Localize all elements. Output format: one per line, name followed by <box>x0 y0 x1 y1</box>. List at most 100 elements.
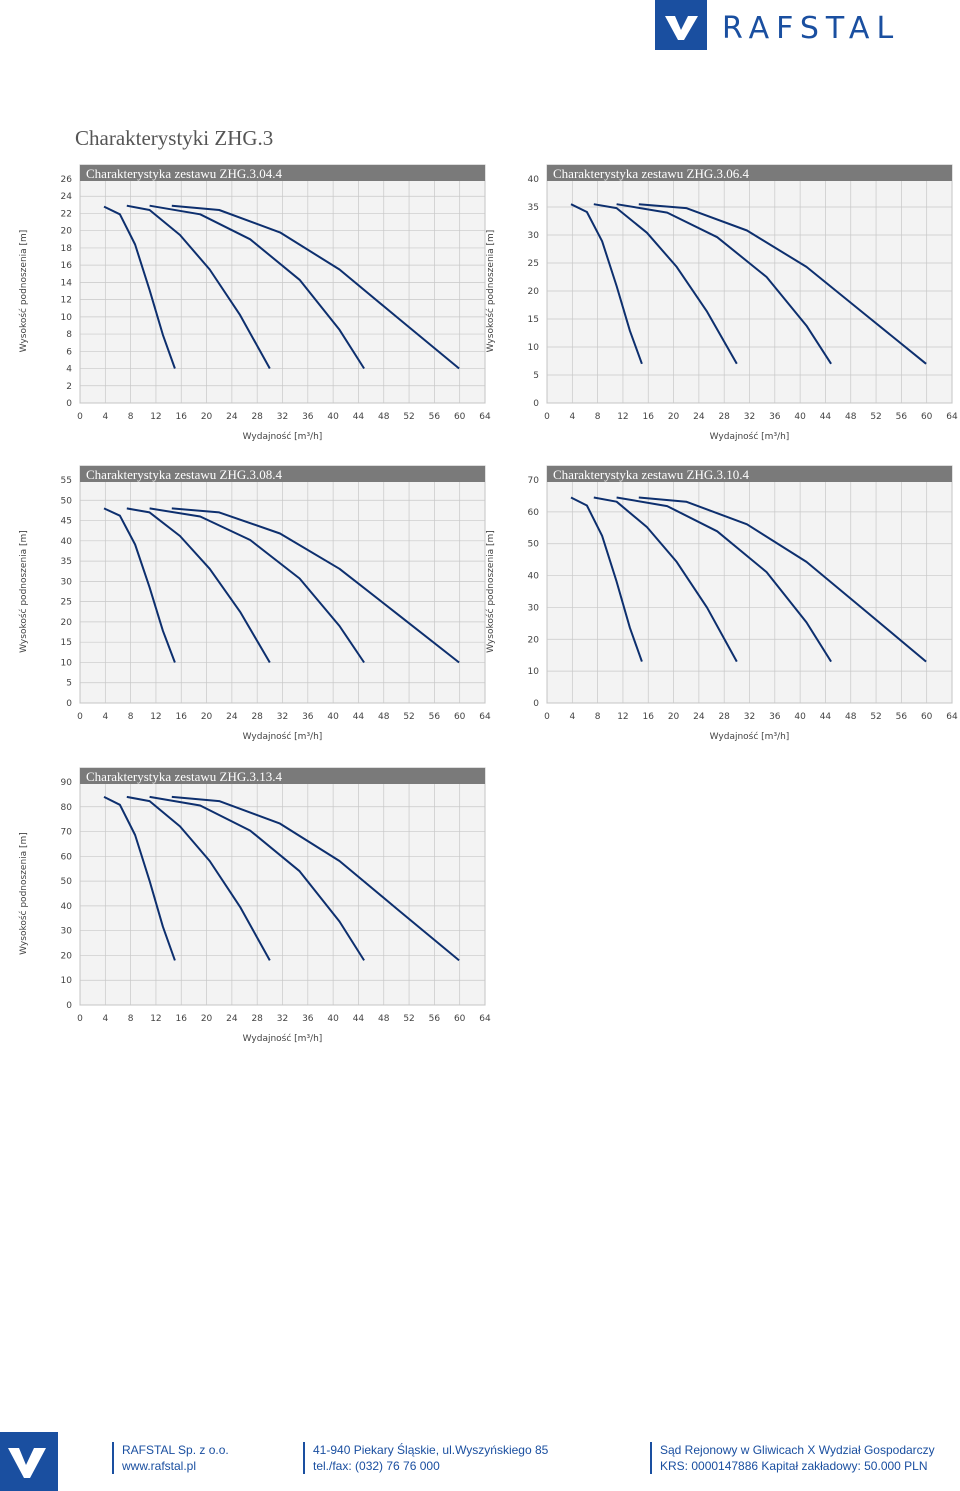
pump-curve <box>593 203 738 365</box>
x-tick-label: 64 <box>479 412 491 422</box>
x-tick-label: 4 <box>102 1014 108 1024</box>
pump-curve <box>149 507 365 664</box>
chart-title: Charakterystyka zestawu ZHG.3.06.4 <box>553 166 750 181</box>
x-tick-label: 4 <box>569 712 575 722</box>
x-tick-label: 0 <box>544 712 550 722</box>
x-tick-label: 16 <box>643 412 655 422</box>
x-tick-label: 28 <box>251 1014 263 1024</box>
x-tick-label: 36 <box>302 412 314 422</box>
y-tick-label: 25 <box>61 598 72 608</box>
x-tick-label: 8 <box>128 712 134 722</box>
x-tick-label: 16 <box>176 712 188 722</box>
x-tick-label: 0 <box>544 412 550 422</box>
y-tick-label: 80 <box>61 803 73 813</box>
x-tick-label: 60 <box>454 412 466 422</box>
y-tick-label: 50 <box>61 496 73 506</box>
y-tick-label: 5 <box>533 371 539 381</box>
footer-line: RAFSTAL Sp. z o.o. <box>122 1443 229 1457</box>
y-tick-label: 26 <box>61 175 73 185</box>
x-tick-label: 4 <box>102 712 108 722</box>
x-tick-label: 24 <box>693 712 705 722</box>
pump-curve <box>171 507 460 664</box>
footer-line: Sąd Rejonowy w Gliwicach X Wydział Gospo… <box>660 1443 935 1457</box>
x-tick-label: 56 <box>429 712 441 722</box>
x-tick-label: 32 <box>744 712 755 722</box>
y-tick-label: 15 <box>61 638 72 648</box>
x-tick-label: 20 <box>668 712 680 722</box>
x-tick-label: 56 <box>429 1014 441 1024</box>
y-tick-label: 18 <box>61 244 73 254</box>
footer-line: 41-940 Piekary Śląskie, ul.Wyszyńskiego … <box>313 1443 549 1457</box>
y-tick-label: 10 <box>528 667 540 677</box>
pump-curve <box>616 203 832 365</box>
x-tick-label: 28 <box>718 412 730 422</box>
pump-curve <box>103 205 176 369</box>
title-bar <box>80 466 485 482</box>
y-tick-label: 60 <box>528 508 540 518</box>
x-tick-label: 12 <box>150 712 161 722</box>
y-tick-label: 50 <box>528 540 540 550</box>
x-tick-label: 20 <box>201 1014 213 1024</box>
x-tick-label: 4 <box>102 412 108 422</box>
x-tick-label: 36 <box>302 712 314 722</box>
x-tick-label: 48 <box>378 712 390 722</box>
y-tick-label: 14 <box>61 278 73 288</box>
y-tick-label: 30 <box>61 927 73 937</box>
y-tick-label: 70 <box>528 476 540 486</box>
chart-title: Charakterystyka zestawu ZHG.3.10.4 <box>553 467 750 482</box>
pump-curve <box>126 204 271 369</box>
y-tick-label: 0 <box>66 1001 72 1011</box>
x-tick-label: 8 <box>595 712 601 722</box>
y-tick-label: 15 <box>528 315 539 325</box>
pump-curve <box>638 203 927 365</box>
y-axis-label: Wysokość podnoszenia [m] <box>485 230 496 353</box>
y-tick-label: 10 <box>528 343 540 353</box>
x-tick-label: 56 <box>896 412 908 422</box>
x-axis-label: Wydajność [m³/h] <box>710 731 790 742</box>
x-tick-label: 24 <box>226 712 238 722</box>
y-tick-label: 35 <box>528 203 539 213</box>
x-tick-label: 48 <box>378 1014 390 1024</box>
y-tick-label: 40 <box>61 902 73 912</box>
pump-curve <box>149 204 365 370</box>
y-tick-label: 10 <box>61 313 73 323</box>
x-axis-label: Wydajność [m³/h] <box>710 431 790 442</box>
footer-line: KRS: 0000147886 Kapitał zakładowy: 50.00… <box>660 1459 928 1473</box>
pump-curve <box>103 796 176 961</box>
x-tick-label: 24 <box>693 412 705 422</box>
y-tick-label: 20 <box>528 635 540 645</box>
title-bar <box>547 466 952 482</box>
x-tick-label: 28 <box>718 712 730 722</box>
x-tick-label: 48 <box>845 712 857 722</box>
x-tick-label: 40 <box>327 712 339 722</box>
y-tick-label: 0 <box>66 399 72 409</box>
x-tick-label: 4 <box>569 412 575 422</box>
x-tick-label: 52 <box>870 712 881 722</box>
x-tick-label: 64 <box>946 412 958 422</box>
y-tick-label: 0 <box>533 399 539 409</box>
x-tick-label: 28 <box>251 712 263 722</box>
y-tick-label: 20 <box>61 951 73 961</box>
title-bar <box>80 165 485 181</box>
x-tick-label: 40 <box>794 712 806 722</box>
y-tick-label: 55 <box>61 476 72 486</box>
y-tick-label: 30 <box>528 603 540 613</box>
x-tick-label: 32 <box>744 412 755 422</box>
x-tick-label: 8 <box>128 1014 134 1024</box>
x-tick-label: 60 <box>921 412 933 422</box>
x-tick-label: 56 <box>896 712 908 722</box>
x-tick-label: 8 <box>595 412 601 422</box>
x-tick-label: 52 <box>403 712 414 722</box>
pump-curve <box>126 507 271 664</box>
title-bar <box>80 768 485 784</box>
y-tick-label: 30 <box>528 231 540 241</box>
pump-curve <box>570 203 643 365</box>
y-axis-label: Wysokość podnoszenia [m] <box>485 530 496 653</box>
y-tick-label: 5 <box>66 679 72 689</box>
footer-company: RAFSTAL Sp. z o.o. www.rafstal.pl <box>112 1442 229 1474</box>
chart-title: Charakterystyka zestawu ZHG.3.04.4 <box>86 166 283 181</box>
y-tick-label: 70 <box>61 828 73 838</box>
footer-line: www.rafstal.pl <box>122 1459 197 1473</box>
x-tick-label: 56 <box>429 412 441 422</box>
